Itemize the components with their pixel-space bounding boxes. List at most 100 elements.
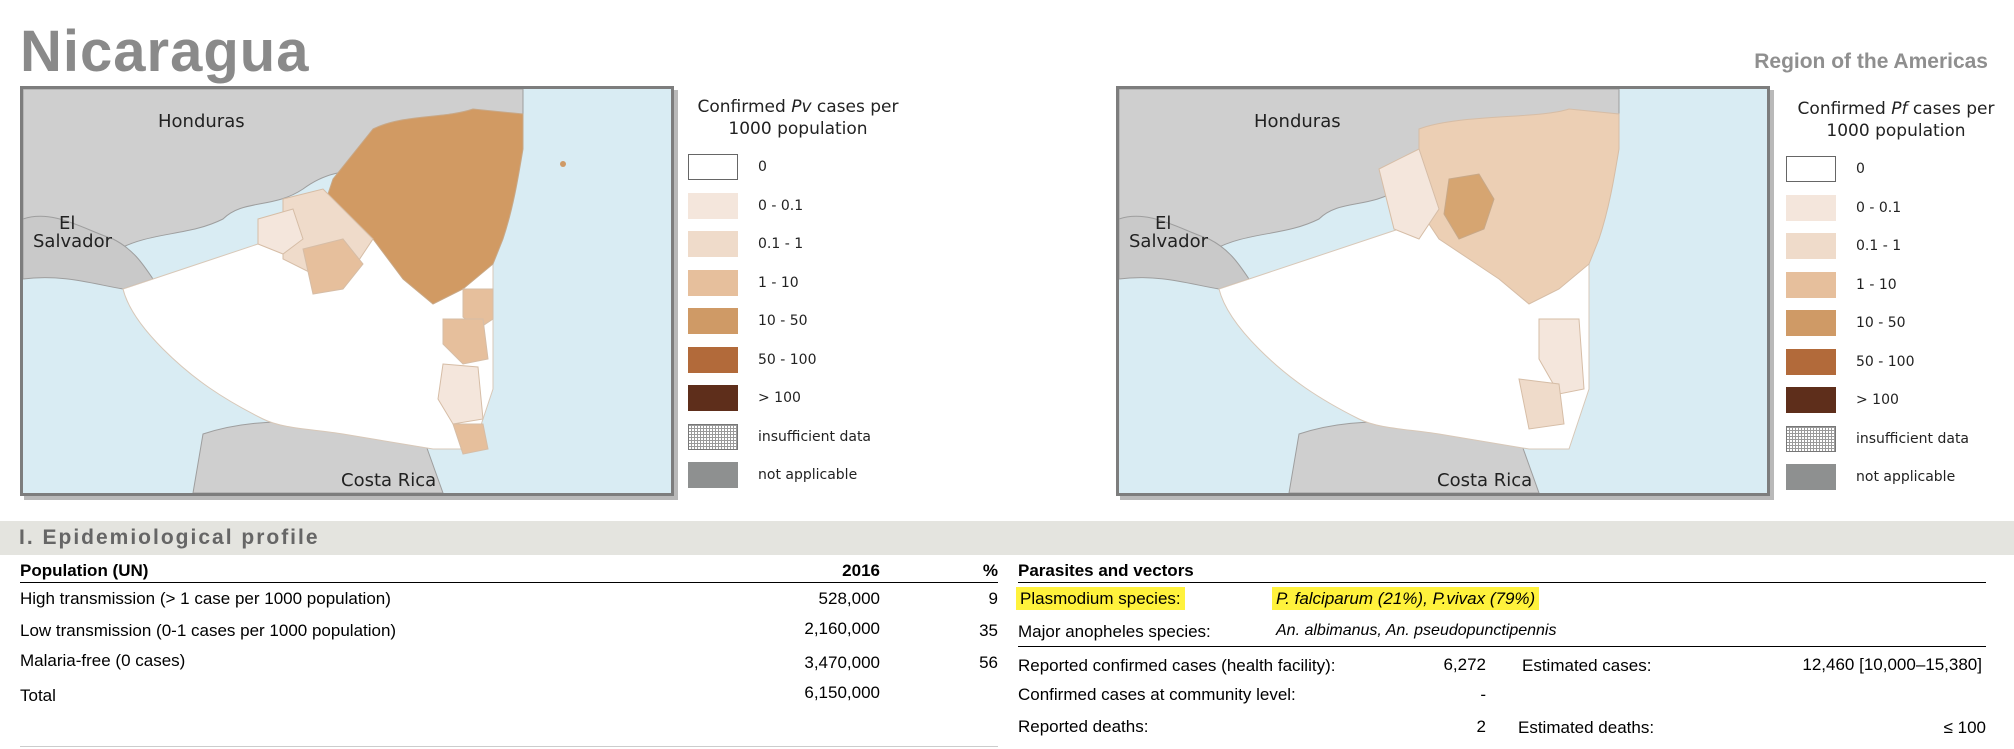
el-salvador-label-1: El	[59, 213, 75, 234]
population-header-label: Population (UN)	[20, 561, 149, 580]
legend-label: 0	[1856, 161, 1865, 178]
el-salvador-label-pf-2: Salvador	[1129, 231, 1209, 252]
legend-swatch	[1786, 464, 1836, 491]
legend-swatch	[688, 192, 738, 219]
legend-row: not applicable	[688, 456, 908, 495]
population-row-label: High transmission (> 1 case per 1000 pop…	[20, 589, 391, 608]
legend-swatch	[688, 154, 738, 181]
legend-swatch	[1786, 425, 1836, 452]
legend-swatch	[688, 462, 738, 489]
estimated-deaths-value: ≤ 100	[1943, 718, 1986, 737]
legend-row: 0.1 - 1	[1786, 227, 2006, 266]
pv-legend: Confirmed Pv cases per 1000 population 0…	[688, 96, 908, 495]
plasmodium-label: Plasmodium species:	[1016, 587, 1185, 610]
legend-swatch	[688, 308, 738, 335]
population-header-pct: %	[982, 561, 998, 580]
legend-row: 50 - 100	[688, 341, 908, 380]
population-row-value: 2,160,000	[804, 619, 880, 638]
population-row-value: 3,470,000	[804, 653, 880, 672]
legend-row: > 100	[1786, 381, 2006, 420]
pf-legend-items: 0 0 - 0.1 0.1 - 1 1 - 10 10 - 50 50 - 100 > 10…	[1786, 150, 2006, 497]
reported-deaths-label: Reported deaths:	[1018, 717, 1149, 736]
population-row-label: Total	[20, 686, 56, 705]
legend-row: 0 - 0.1	[1786, 189, 2006, 228]
legend-label: 50 - 100	[1856, 353, 1915, 370]
population-row-value: 528,000	[818, 589, 880, 608]
community-cases-value: -	[1480, 685, 1486, 704]
anopheles-label: Major anopheles species:	[1018, 622, 1211, 641]
reported-cases-label: Reported confirmed cases (health facilit…	[1018, 656, 1336, 675]
parasites-header-rule	[1018, 582, 1986, 583]
legend-row: 1 - 10	[688, 264, 908, 303]
legend-row: not applicable	[1786, 458, 2006, 497]
estimated-cases-value: 12,460 [10,000–15,380]	[1802, 655, 1982, 674]
reported-cases-value: 6,272	[1443, 655, 1486, 674]
legend-row: 0	[688, 148, 908, 187]
population-row-pct: 56	[979, 653, 998, 672]
honduras-label: Honduras	[158, 111, 245, 132]
pv-map: Honduras El Salvador Costa Rica	[20, 86, 674, 496]
legend-label: 0.1 - 1	[758, 236, 804, 253]
legend-swatch	[1786, 194, 1836, 221]
legend-label: insufficient data	[758, 428, 872, 445]
pv-legend-items: 0 0 - 0.1 0.1 - 1 1 - 10 10 - 50 50 - 100 > 10…	[688, 148, 908, 495]
population-row-value: 6,150,000	[804, 683, 880, 702]
legend-label: > 100	[758, 390, 801, 407]
anopheles-value: An. albimanus, An. pseudopunctipennis	[1276, 622, 1557, 639]
legend-swatch	[1786, 348, 1836, 375]
legend-row: 0 - 0.1	[688, 187, 908, 226]
legend-label: 50 - 100	[758, 351, 817, 368]
pf-legend: Confirmed Pf cases per 1000 population 0…	[1786, 98, 2006, 497]
legend-swatch	[688, 423, 738, 450]
legend-label: 0.1 - 1	[1856, 238, 1902, 255]
legend-label: 10 - 50	[1856, 315, 1906, 332]
honduras-label-pf: Honduras	[1254, 111, 1341, 132]
legend-swatch	[688, 385, 738, 412]
pf-map: Honduras El Salvador Costa Rica	[1116, 86, 1770, 496]
legend-label: insufficient data	[1856, 430, 1970, 447]
costa-rica-label: Costa Rica	[341, 470, 436, 491]
legend-swatch	[1786, 156, 1836, 183]
estimated-deaths-label: Estimated deaths:	[1518, 718, 1655, 737]
community-cases-label: Confirmed cases at community level:	[1018, 685, 1296, 704]
legend-swatch	[1786, 310, 1836, 337]
legend-swatch	[1786, 387, 1836, 414]
legend-label: 10 - 50	[758, 313, 808, 330]
legend-swatch	[1786, 271, 1836, 298]
legend-row: insufficient data	[1786, 420, 2006, 459]
legend-swatch	[688, 269, 738, 296]
population-row-label: Malaria-free (0 cases)	[20, 651, 186, 670]
legend-swatch	[1786, 233, 1836, 260]
legend-label: 1 - 10	[1856, 276, 1897, 293]
parasites-header: Parasites and vectors	[1018, 561, 1194, 580]
legend-label: 0 - 0.1	[1856, 199, 1902, 216]
population-header-year: 2016	[842, 561, 880, 580]
population-row-pct: 35	[979, 621, 998, 640]
section-band: I. Epidemiological profile	[0, 521, 2014, 555]
legend-row: 10 - 50	[1786, 304, 2006, 343]
legend-row: 0	[1786, 150, 2006, 189]
el-salvador-label-pf-1: El	[1155, 213, 1171, 234]
el-salvador-label-2: Salvador	[33, 231, 113, 252]
legend-swatch	[688, 231, 738, 258]
legend-label: not applicable	[758, 467, 858, 484]
costa-rica-label-pf: Costa Rica	[1437, 470, 1532, 491]
population-header-rule	[20, 582, 998, 583]
legend-label: > 100	[1856, 392, 1899, 409]
page-title: Nicaragua	[20, 19, 310, 84]
population-bottom-rule	[20, 746, 998, 747]
legend-row: 1 - 10	[1786, 266, 2006, 305]
legend-row: > 100	[688, 379, 908, 418]
legend-swatch	[688, 346, 738, 373]
legend-label: 0	[758, 159, 767, 176]
legend-label: 0 - 0.1	[758, 197, 804, 214]
legend-row: 50 - 100	[1786, 343, 2006, 382]
population-row-pct: 9	[988, 589, 998, 608]
region-label: Region of the Americas	[1754, 50, 1988, 73]
legend-row: 10 - 50	[688, 302, 908, 341]
estimated-cases-label: Estimated cases:	[1522, 656, 1652, 675]
legend-row: insufficient data	[688, 418, 908, 457]
legend-label: 1 - 10	[758, 274, 799, 291]
pf-legend-title: Confirmed Pf cases per 1000 population	[1797, 99, 1995, 141]
parasites-mid-rule	[1018, 646, 1986, 647]
